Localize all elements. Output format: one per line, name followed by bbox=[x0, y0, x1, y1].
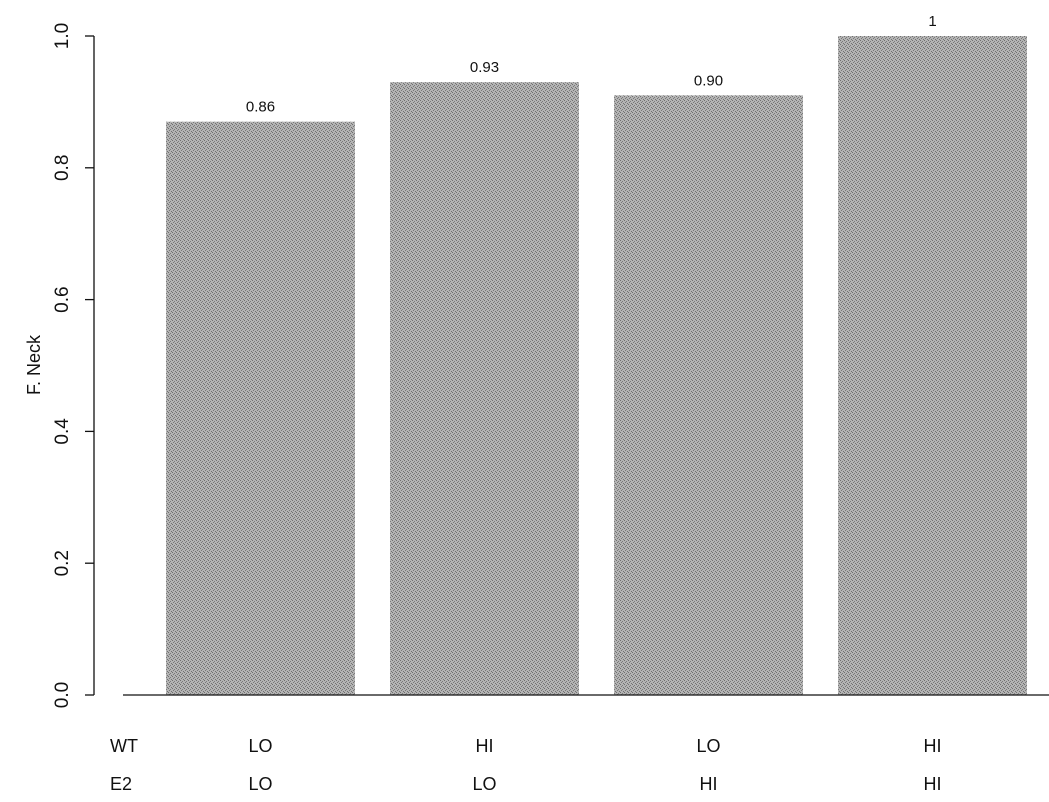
factor-name: E2 bbox=[110, 774, 132, 794]
bar bbox=[390, 82, 579, 695]
factor-name: WT bbox=[110, 736, 138, 756]
category-labels: WT LO HI LO HI E2 LO LO HI HI bbox=[110, 736, 942, 794]
y-tick-label: 0.2 bbox=[52, 550, 73, 576]
y-tick-label: 0.6 bbox=[52, 286, 73, 312]
factor-level: LO bbox=[248, 736, 272, 756]
bar bbox=[838, 36, 1027, 695]
data-labels: 0.86 0.93 0.90 1 bbox=[246, 13, 937, 116]
factor-level: LO bbox=[248, 774, 272, 794]
y-tick-label: 0.4 bbox=[52, 418, 73, 445]
bar bbox=[614, 95, 803, 695]
y-tick-label: 0.0 bbox=[52, 682, 73, 708]
factor-level: LO bbox=[472, 774, 496, 794]
data-label: 0.90 bbox=[694, 72, 723, 89]
y-axis-title: F. Neck bbox=[24, 334, 44, 395]
factor-level: HI bbox=[924, 774, 942, 794]
bar bbox=[166, 121, 355, 696]
y-tick-label: 1.0 bbox=[52, 23, 73, 49]
y-axis: 0.0 0.2 0.4 0.6 0.8 1.0 bbox=[52, 23, 95, 708]
y-tick-label: 0.8 bbox=[52, 155, 73, 181]
data-label: 0.93 bbox=[470, 59, 499, 76]
factor-level: LO bbox=[696, 736, 720, 756]
factor-level: HI bbox=[924, 736, 942, 756]
factor-level: HI bbox=[476, 736, 494, 756]
bars bbox=[166, 36, 1027, 696]
data-label: 0.86 bbox=[246, 99, 275, 116]
data-label: 1 bbox=[928, 13, 936, 30]
factor-level: HI bbox=[700, 774, 718, 794]
